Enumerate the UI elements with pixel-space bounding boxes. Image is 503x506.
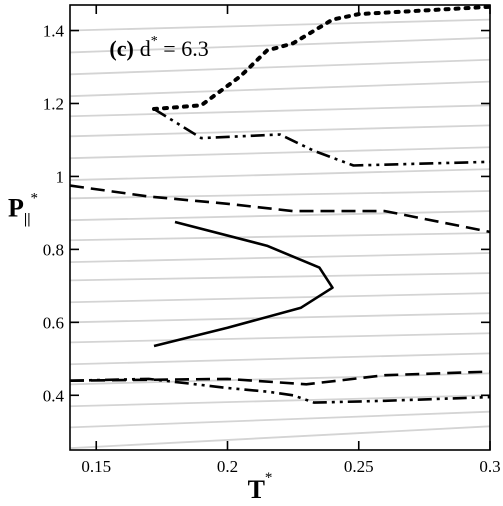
background-line [69, 332, 491, 344]
x-axis-label: T* [248, 470, 273, 504]
series-line-1 [153, 220, 334, 348]
y-axis-label-subscript: || [24, 212, 31, 228]
y-axis-label-superscript: * [31, 191, 39, 207]
y-axis-label: P||* [8, 191, 38, 228]
background-line [69, 425, 491, 450]
x-tick-label: 0.15 [81, 457, 111, 476]
y-tick-label: 1 [56, 167, 65, 186]
series-line-5 [69, 370, 491, 386]
y-tick-label: 1.2 [43, 94, 64, 113]
series-line-4 [153, 107, 491, 167]
background-line [69, 168, 491, 181]
x-axis-label-superscript: * [265, 470, 273, 486]
plot-frame [69, 4, 491, 451]
series-line-2 [69, 184, 491, 234]
y-tick-label: 0.6 [43, 313, 64, 332]
background-line [69, 352, 491, 366]
background-line [69, 312, 491, 324]
background-line [69, 252, 491, 264]
x-tick-label: 0.25 [344, 457, 374, 476]
background-line [69, 410, 491, 429]
y-tick-label: 0.4 [43, 386, 65, 405]
x-axis: 0.15 0.2 0.25 0.3 [81, 5, 501, 476]
y-axis-label-main: P [8, 194, 24, 223]
panel-value: = 6.3 [158, 36, 209, 61]
panel-symbol: d [140, 36, 151, 61]
y-axis: 0.4 0.6 0.8 1 1.2 1.4 [43, 22, 490, 405]
background-line [69, 394, 491, 408]
background-lines [69, 18, 491, 450]
background-line [69, 58, 491, 76]
background-line [69, 146, 491, 160]
background-line [69, 372, 491, 386]
background-line [69, 272, 491, 282]
panel-annotation: (c) d* = 6.3 [109, 34, 208, 61]
background-line [69, 18, 491, 32]
y-tick-label: 1.4 [43, 22, 65, 41]
x-tick-label: 0.3 [479, 457, 500, 476]
background-line [69, 104, 491, 118]
panel-symbol-superscript: * [151, 34, 158, 49]
panel-letter: (c) [109, 36, 133, 61]
series-line-3 [152, 4, 492, 111]
background-line [69, 36, 491, 54]
background-line [69, 232, 491, 242]
background-line [69, 292, 491, 304]
background-line [69, 210, 491, 222]
background-line [69, 124, 491, 138]
x-tick-label: 0.2 [217, 457, 238, 476]
background-line [69, 80, 491, 98]
series-line-6 [69, 377, 491, 404]
background-line [69, 190, 491, 200]
x-axis-label-main: T [248, 475, 265, 504]
y-tick-label: 0.8 [43, 240, 64, 259]
series-lines [69, 4, 492, 404]
